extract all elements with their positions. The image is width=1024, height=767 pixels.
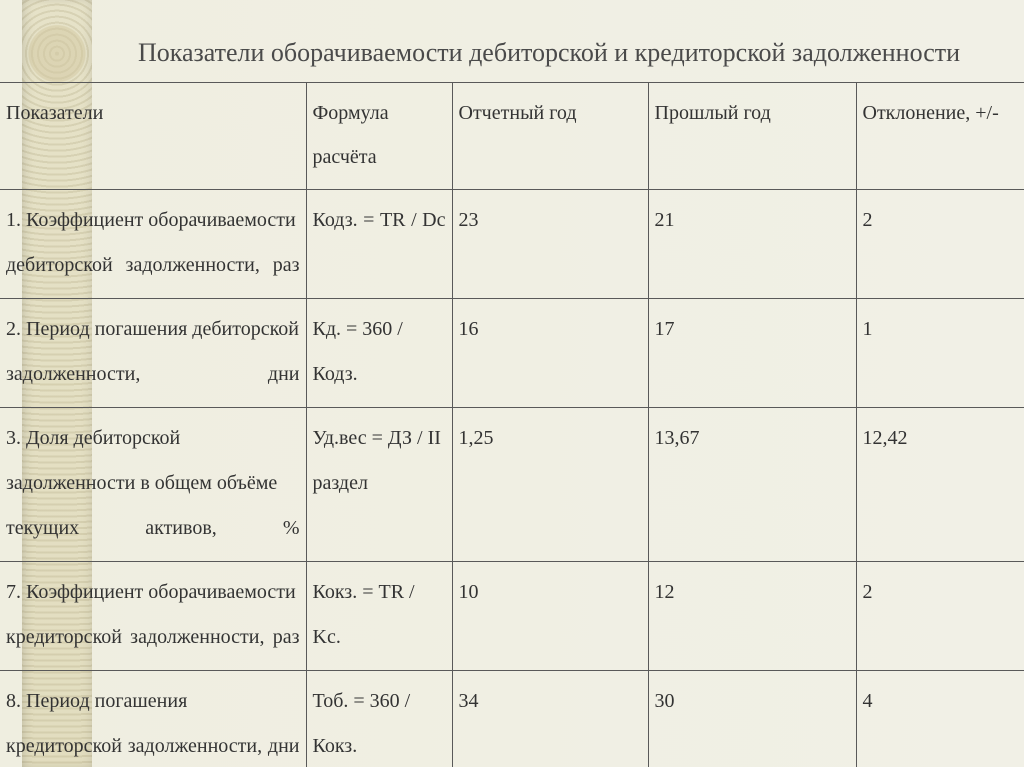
table-row: 1. Коэффициент оборачиваемости дебиторск… xyxy=(0,190,1024,299)
cell-previous-year: 30 xyxy=(648,671,856,767)
cell-formula: Кд. = 360 / Кодз. xyxy=(306,299,452,408)
cell-formula: Тоб. = 360 / Кокз. xyxy=(306,671,452,767)
column-header: Прошлый год xyxy=(648,83,856,190)
column-header: Отчетный год xyxy=(452,83,648,190)
column-header: Формуларасчёта xyxy=(306,83,452,190)
cell-deviation: 2 xyxy=(856,562,1024,671)
cell-indicator: 2. Период погашения дебиторской задолжен… xyxy=(0,299,306,408)
cell-formula: Кодз. = TR / Dc xyxy=(306,190,452,299)
cell-previous-year: 12 xyxy=(648,562,856,671)
cell-deviation: 1 xyxy=(856,299,1024,408)
table-row: 3. Доля дебиторской задолженности в обще… xyxy=(0,408,1024,562)
cell-previous-year: 13,67 xyxy=(648,408,856,562)
column-header: Показатели xyxy=(0,83,306,190)
table-row: 8. Период погашения кредиторской задолже… xyxy=(0,671,1024,767)
cell-current-year: 34 xyxy=(452,671,648,767)
page-title: Показатели оборачиваемости дебиторской и… xyxy=(80,38,1018,68)
cell-deviation: 4 xyxy=(856,671,1024,767)
slide: Показатели оборачиваемости дебиторской и… xyxy=(0,0,1024,767)
cell-deviation: 2 xyxy=(856,190,1024,299)
cell-formula: Уд.вес = ДЗ / II раздел xyxy=(306,408,452,562)
cell-formula: Кокз. = TR / Kc. xyxy=(306,562,452,671)
cell-current-year: 23 xyxy=(452,190,648,299)
cell-indicator: 3. Доля дебиторской задолженности в обще… xyxy=(0,408,306,562)
cell-indicator: 7. Коэффициент оборачиваемости кредиторс… xyxy=(0,562,306,671)
cell-current-year: 1,25 xyxy=(452,408,648,562)
column-header: Отклонение, +/- xyxy=(856,83,1024,190)
table-row: 2. Период погашения дебиторской задолжен… xyxy=(0,299,1024,408)
table-row: 7. Коэффициент оборачиваемости кредиторс… xyxy=(0,562,1024,671)
cell-current-year: 10 xyxy=(452,562,648,671)
cell-current-year: 16 xyxy=(452,299,648,408)
cell-indicator: 1. Коэффициент оборачиваемости дебиторск… xyxy=(0,190,306,299)
cell-previous-year: 17 xyxy=(648,299,856,408)
cell-deviation: 12,42 xyxy=(856,408,1024,562)
table-header-row: ПоказателиФормуларасчётаОтчетный годПрош… xyxy=(0,83,1024,190)
turnover-table: ПоказателиФормуларасчётаОтчетный годПрош… xyxy=(0,82,1024,767)
cell-indicator: 8. Период погашения кредиторской задолже… xyxy=(0,671,306,767)
cell-previous-year: 21 xyxy=(648,190,856,299)
